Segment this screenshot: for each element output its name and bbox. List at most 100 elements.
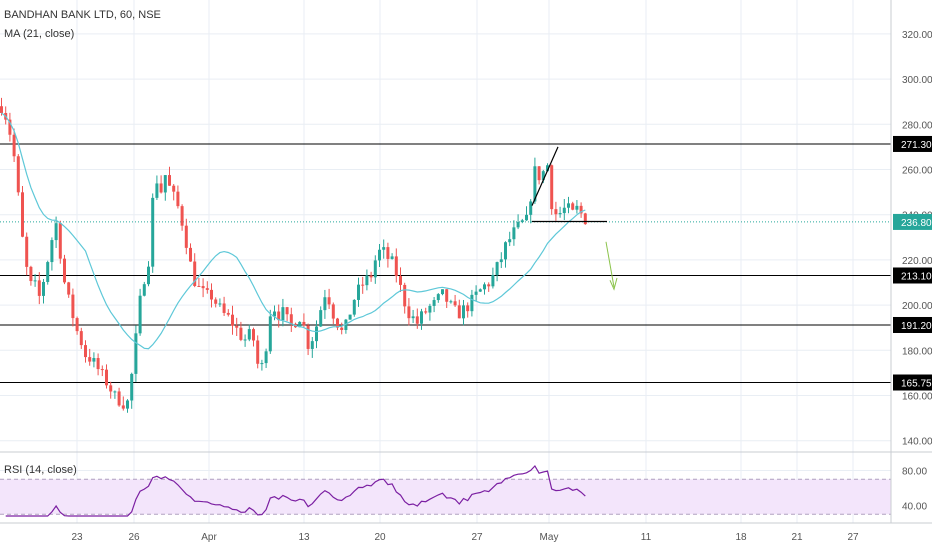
candle-body [184, 225, 188, 248]
candle-body [348, 314, 352, 320]
level-price-tag [893, 135, 932, 152]
candle-body [336, 318, 339, 328]
candle-body [8, 119, 12, 135]
price-tick-label: 280.00 [902, 120, 932, 131]
level-price-label: 213.10 [901, 271, 932, 282]
candle-body [247, 329, 251, 340]
candle-body [197, 285, 201, 287]
candle-body [281, 307, 285, 321]
candle-body [168, 175, 171, 186]
time-tick-label: 13 [298, 532, 310, 543]
candle-body [159, 183, 163, 193]
candle-body [520, 220, 524, 223]
candle-body [327, 297, 331, 305]
candle-body [550, 165, 554, 210]
ma-legend[interactable]: MA (21, close) [4, 28, 75, 40]
rsi-legend[interactable]: RSI (14, close) [4, 464, 77, 476]
rsi-tick-label: 80.00 [902, 467, 927, 478]
candle-body [571, 203, 575, 210]
candle-body [113, 391, 117, 393]
candle-body [88, 357, 92, 362]
candle-body [562, 207, 566, 214]
candle-body [33, 280, 37, 282]
candle-body [121, 405, 125, 409]
candle-body [151, 197, 155, 267]
candle-body [222, 303, 226, 313]
candle-body [298, 321, 302, 328]
trend-line [531, 146, 559, 206]
candle-body [42, 281, 45, 296]
price-axis-labels: 140.00160.00180.00200.00220.00240.00260.… [893, 30, 932, 513]
grid-lines [0, 0, 891, 523]
price-tick-label: 180.00 [902, 346, 932, 357]
candle-body [214, 299, 218, 304]
candle-body [310, 341, 314, 349]
time-tick-label: 18 [735, 532, 747, 543]
trend-drawings[interactable] [531, 146, 618, 291]
candle-body [382, 247, 386, 250]
price-tick-label: 140.00 [902, 437, 932, 448]
current-price-tag [893, 213, 932, 230]
candle-body [71, 294, 75, 319]
candle-body [29, 266, 33, 282]
level-price-tag [893, 316, 932, 333]
candle-body [231, 314, 234, 326]
candle-body [264, 351, 268, 364]
candle-body [205, 288, 209, 290]
candle-body [478, 289, 482, 292]
candle-body [252, 329, 255, 341]
candle-body [201, 286, 205, 289]
candle-body [130, 373, 134, 401]
candle-body [75, 318, 79, 332]
candle-body [285, 307, 289, 315]
price-tick-label: 200.00 [902, 301, 932, 312]
candle-body [84, 345, 87, 358]
candle-body [516, 222, 520, 228]
candle-body [529, 201, 533, 215]
candle-body [525, 214, 528, 221]
candle-body [100, 369, 104, 371]
projection-arrow [605, 241, 615, 288]
candle-body [445, 289, 449, 302]
candle-body [508, 239, 512, 243]
candle-body [373, 260, 377, 278]
time-tick-label: 11 [641, 532, 652, 543]
candle-body [58, 223, 62, 259]
candle-body [260, 363, 264, 365]
candle-body [487, 284, 491, 287]
time-tick-label: Apr [201, 532, 217, 543]
candle-body [575, 205, 579, 210]
candle-body [466, 305, 470, 312]
candle-body [147, 266, 150, 285]
candle-body [21, 192, 24, 237]
candle-body [386, 247, 390, 259]
candle-body [583, 213, 587, 225]
candle-body [126, 400, 129, 409]
candle-body [407, 306, 411, 319]
candle-body [436, 294, 440, 301]
ma-line [1, 112, 586, 350]
candle-body [420, 311, 423, 324]
candle-body [134, 333, 138, 374]
candle-body [16, 156, 20, 193]
candle-body [37, 280, 41, 296]
level-price-label: 191.20 [901, 321, 932, 332]
symbol-legend[interactable]: BANDHAN BANK LTD, 60, NSE [4, 9, 161, 21]
level-price-tag [893, 267, 932, 284]
candlesticks [0, 97, 587, 413]
candle-body [92, 358, 96, 362]
time-tick-label: May [540, 532, 559, 543]
candle-body [273, 311, 276, 317]
candle-body [340, 327, 344, 331]
candle-body [319, 310, 323, 327]
candle-body [0, 106, 3, 113]
level-price-label: 165.75 [901, 379, 932, 390]
time-tick-label: 23 [71, 532, 83, 543]
level-price-label: 271.30 [901, 140, 932, 151]
time-tick-label: 20 [374, 532, 386, 543]
candle-body [46, 262, 50, 282]
candle-body [394, 256, 398, 277]
candle-body [12, 134, 16, 157]
candle-body [357, 284, 360, 300]
